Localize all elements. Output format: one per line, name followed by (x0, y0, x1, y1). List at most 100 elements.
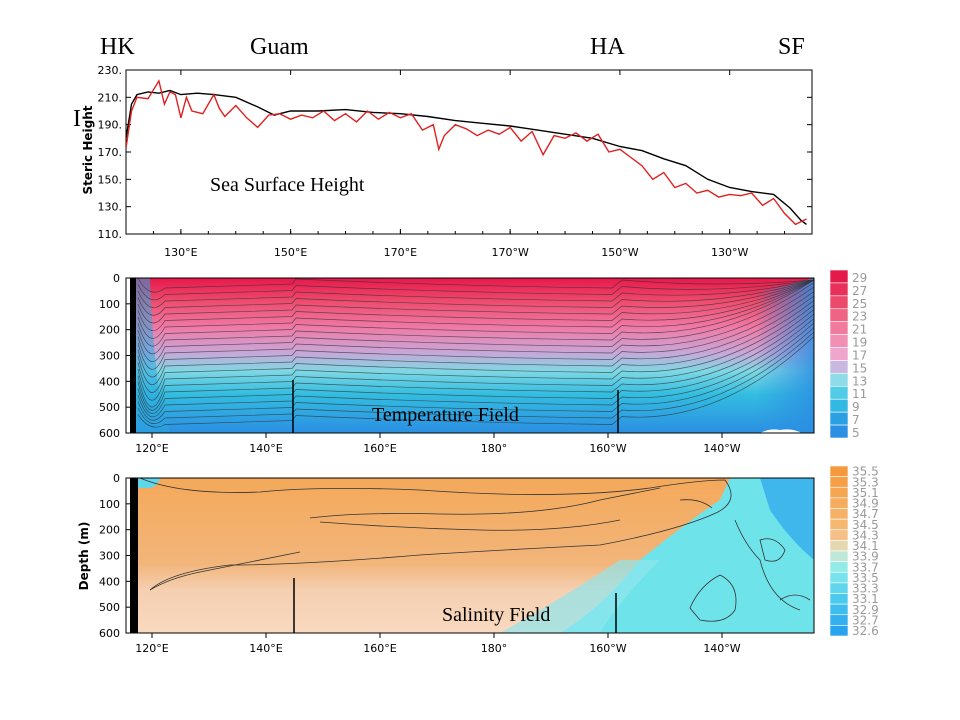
ssh-series-group (126, 79, 807, 226)
temperature-legend-swatch (829, 295, 849, 310)
salinity-isohaline (149, 551, 301, 591)
salinity-y-tick-label: 500 (99, 601, 120, 614)
salinity-legend-swatch (829, 625, 849, 637)
salinity-x-tick-label: 160°W (589, 642, 626, 655)
ssh-title: Sea Surface Height (210, 174, 365, 196)
salinity-y-tick-label: 400 (99, 575, 120, 588)
temperature-y-tick-label: 200 (99, 324, 120, 337)
temperature-x-tick-label: 120°E (135, 442, 168, 455)
station-label-ha: HA (590, 34, 625, 60)
temperature-y-tick-label: 300 (99, 350, 120, 363)
temperature-legend-label: 25 (852, 297, 867, 311)
salinity-y-tick-label: 100 (99, 498, 120, 511)
temperature-x-axis: 120°E 140°E 160°E 180° 160°W 140°W (135, 433, 741, 455)
temperature-isotherm (137, 295, 815, 386)
temperature-legend-swatch (829, 308, 849, 322)
salinity-legend-label: 33.7 (852, 560, 879, 574)
temperature-isotherm (137, 309, 815, 408)
salinity-mid-fresh-region (500, 560, 660, 633)
temperature-isotherm (137, 322, 815, 418)
salinity-eastern-freshest-region (760, 478, 814, 560)
salinity-legend-swatch (829, 476, 849, 488)
salinity-x-tick-label: 160°E (363, 642, 396, 655)
salinity-legend-swatch (829, 561, 849, 573)
salinity-legend-swatch (829, 614, 849, 626)
salinity-isohaline (679, 499, 713, 509)
ssh-y-tick-label: 230. (98, 64, 123, 77)
temperature-x-tick-label: 140°W (703, 442, 740, 455)
salinity-legend-label: 34.3 (852, 528, 879, 542)
salinity-legend-label: 33.1 (852, 592, 879, 606)
salinity-legend-label: 34.5 (852, 518, 879, 532)
salinity-legend-swatch (829, 540, 849, 552)
temperature-legend-label: 15 (852, 361, 867, 375)
salinity-title: Salinity Field (442, 604, 550, 626)
temperature-isotherm (137, 291, 815, 378)
temperature-legend-label: 11 (852, 387, 867, 401)
temperature-contours (137, 277, 815, 433)
temperature-isotherm (137, 327, 815, 421)
salinity-y-axis-label: Depth (m) (77, 522, 91, 591)
temperature-isotherm (137, 279, 815, 331)
ssh-x-tick-label: 130°W (711, 246, 748, 259)
temperature-x-tick-label: 180° (481, 442, 508, 455)
temperature-y-tick-label: 400 (99, 375, 120, 388)
salinity-y-tick-label: 200 (99, 524, 120, 537)
temperature-isotherm (137, 331, 815, 424)
temperature-legend-swatch (829, 386, 849, 400)
salinity-legend-swatch (829, 486, 849, 499)
salinity-legend-label: 33.3 (852, 582, 879, 596)
ssh-y-tick-label: 130. (98, 201, 123, 214)
ssh-x-tick-label: 170°W (491, 246, 528, 259)
salinity-isohaline (759, 538, 786, 562)
ssh-y-tick-label: 190. (98, 119, 123, 132)
temperature-legend-label: 9 (852, 400, 860, 414)
temperature-y-axis: 0 100 200 300 400 500 600 (99, 272, 131, 440)
temperature-isotherm (137, 336, 815, 428)
temperature-x-tick-label: 160°W (589, 442, 626, 455)
salinity-y-tick-label: 600 (99, 627, 120, 640)
temperature-legend-swatch (829, 269, 849, 284)
station-label-hk: HK (100, 34, 135, 60)
salinity-legend-swatch (829, 497, 849, 509)
temperature-y-tick-label: 600 (99, 427, 120, 440)
ssh-y-axis-label: Steric Height (81, 105, 95, 194)
temperature-legend-swatch (829, 334, 849, 348)
ssh-series-line-red (126, 79, 807, 226)
temperature-isotherm (137, 279, 815, 316)
ssh-y-tick-label: 170. (98, 146, 123, 159)
ssh-x-tick-label: 150°E (274, 246, 307, 259)
ssh-series-line-black (126, 89, 807, 225)
ssh-panel: 230.210.190.170.150.130.110. 130°E 150°E 1… (81, 64, 813, 259)
temperature-missing-data-patch (760, 429, 800, 433)
temperature-isotherm (137, 279, 815, 301)
salinity-isohaline (734, 519, 801, 611)
salinity-isohaline (319, 519, 621, 531)
temperature-legend-swatch (829, 373, 849, 387)
salinity-legend-swatch (829, 508, 849, 520)
temperature-isotherm (137, 279, 815, 324)
salinity-legend-label: 34.9 (852, 497, 879, 511)
temperature-title: Temperature Field (372, 404, 519, 426)
temperature-isotherm (137, 279, 815, 339)
temperature-isotherm (137, 304, 815, 401)
temperature-legend-label: 5 (852, 426, 860, 440)
temperature-legend-swatch (829, 411, 849, 426)
temperature-isotherm (137, 279, 815, 354)
ssh-y-axis: 230. 210. 190. 170. 150. 130. 110. (98, 64, 812, 241)
ssh-y-tick-label: 110. (98, 228, 123, 241)
salinity-legend-label: 32.7 (852, 613, 879, 627)
ssh-y-tick-label: 150. (98, 173, 123, 186)
ssh-x-axis: 130°E 150°E 170°E 170°W 150°W 130°W (125, 70, 813, 259)
salinity-legend-label: 32.6 (852, 624, 879, 638)
temperature-legend-label: 23 (852, 310, 867, 324)
temperature-legend-label: 17 (852, 348, 867, 362)
salinity-legend-label: 33.9 (852, 550, 879, 564)
temperature-land-mask (130, 278, 136, 433)
salinity-x-tick-label: 140°E (249, 642, 282, 655)
temperature-legend-label: 19 (852, 336, 867, 350)
